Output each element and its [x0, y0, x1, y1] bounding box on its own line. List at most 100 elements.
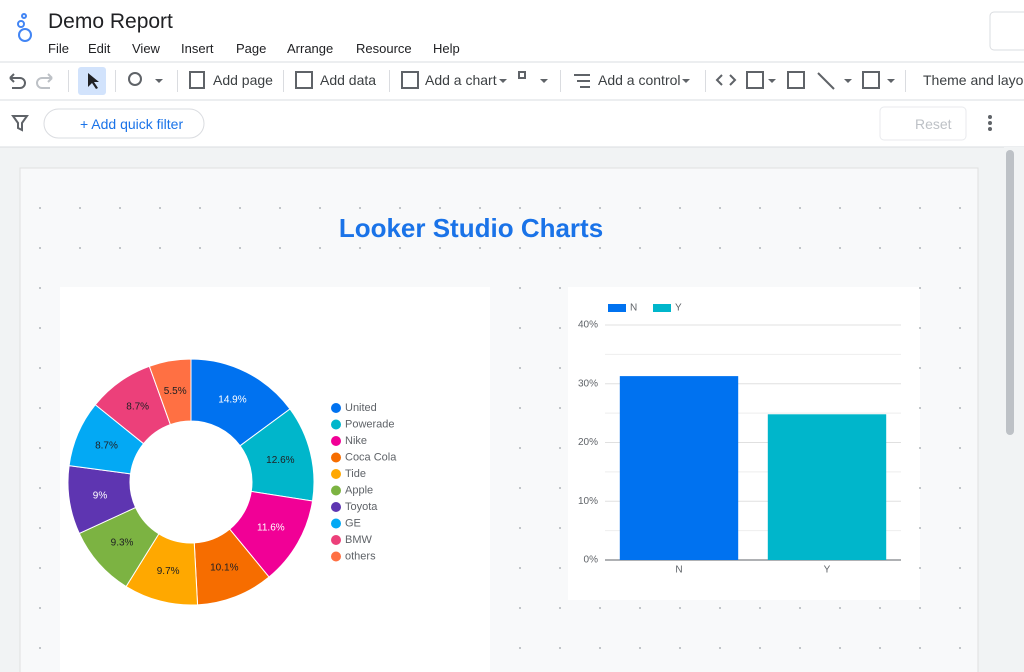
legend-swatch	[331, 436, 341, 446]
reset-button[interactable]	[879, 106, 967, 141]
more-dot[interactable]	[988, 115, 992, 119]
grid-dot	[679, 607, 681, 609]
grid-dot	[519, 487, 521, 489]
grid-dot	[919, 287, 921, 289]
grid-dot	[39, 327, 41, 329]
grid-dot	[839, 647, 841, 649]
image-icon[interactable]	[746, 71, 764, 89]
add-control-icon[interactable]	[574, 74, 590, 88]
zoom-icon[interactable]	[128, 72, 142, 86]
grid-dot	[679, 247, 681, 249]
grid-dot	[959, 447, 961, 449]
dropdown[interactable]	[887, 79, 895, 83]
grid-dot	[679, 647, 681, 649]
grid-dot	[879, 647, 881, 649]
grid-dot	[959, 487, 961, 489]
code-icon[interactable]	[715, 74, 737, 86]
grid-dot	[599, 207, 601, 209]
data-label: 9.3%	[111, 538, 134, 549]
grid-dot	[919, 247, 921, 249]
dropdown[interactable]	[540, 79, 548, 83]
grid-dot	[599, 247, 601, 249]
grid-dot	[919, 607, 921, 609]
grid-dot	[959, 367, 961, 369]
grid-dot	[439, 247, 441, 249]
more-dot[interactable]	[988, 127, 992, 131]
legend-label: Nike	[345, 435, 367, 447]
grid-dot	[959, 327, 961, 329]
filter-icon[interactable]	[11, 115, 29, 132]
redo-icon[interactable]	[36, 73, 53, 89]
undo-top[interactable]	[989, 11, 1024, 51]
scroll-thumb[interactable]	[1006, 150, 1014, 435]
grid-dot	[719, 207, 721, 209]
grid-dot	[159, 207, 161, 209]
undo-icon[interactable]	[9, 73, 26, 89]
toolbar-button[interactable]: Add page	[213, 72, 273, 88]
menu-item[interactable]: Page	[236, 41, 267, 56]
legend-label: Y	[675, 303, 682, 314]
component-icon[interactable]	[518, 71, 526, 79]
dropdown[interactable]	[844, 79, 852, 83]
logo	[17, 13, 32, 42]
menu-item[interactable]: Edit	[88, 41, 111, 56]
legend-label: others	[345, 550, 376, 562]
more-dot[interactable]	[988, 121, 992, 125]
grid-dot	[879, 207, 881, 209]
grid-dot	[919, 567, 921, 569]
y-tick-label: 20%	[578, 437, 598, 448]
shape-icon[interactable]	[862, 71, 880, 89]
grid-dot	[879, 247, 881, 249]
quick-filter-button[interactable]	[43, 108, 205, 139]
menu-item[interactable]: Help	[433, 41, 460, 56]
select-icon[interactable]	[88, 73, 99, 89]
toolbar-button[interactable]: Theme and layout	[923, 72, 1024, 88]
grid-dot	[959, 247, 961, 249]
menu-item[interactable]: File	[48, 41, 69, 56]
grid-dot	[519, 407, 521, 409]
grid-dot	[559, 647, 561, 649]
legend-label: Toyota	[345, 501, 378, 513]
grid-dot	[559, 287, 561, 289]
legend-label: Tide	[345, 468, 366, 480]
toolbar-button[interactable]: Add data	[320, 72, 377, 88]
menu-item[interactable]: Arrange	[287, 41, 334, 56]
quick-filter-label[interactable]: + Add quick filter	[80, 116, 184, 132]
dropdown[interactable]	[682, 79, 690, 83]
toolbar-button[interactable]: Add a chart	[425, 72, 497, 88]
x-tick-label: Y	[824, 565, 831, 576]
data-label: 10.1%	[210, 562, 238, 573]
grid-dot	[599, 607, 601, 609]
grid-dot	[959, 407, 961, 409]
grid-dot	[919, 327, 921, 329]
grid-dot	[519, 207, 521, 209]
grid-dot	[159, 247, 161, 249]
add-chart-icon[interactable]	[401, 71, 419, 89]
line-icon[interactable]	[817, 72, 835, 90]
dropdown[interactable]	[499, 79, 507, 83]
grid-dot	[39, 367, 41, 369]
menu-item[interactable]: Insert	[181, 41, 214, 56]
grid-dot	[559, 247, 561, 249]
grid-dot	[239, 207, 241, 209]
add-page-icon[interactable]	[189, 71, 205, 89]
grid-dot	[199, 207, 201, 209]
text-icon[interactable]	[787, 71, 805, 89]
grid-dot	[79, 247, 81, 249]
grid-dot	[39, 487, 41, 489]
toolbar-button[interactable]: Add a control	[598, 72, 681, 88]
add-data-icon[interactable]	[295, 71, 313, 89]
legend-swatch	[331, 535, 341, 545]
grid-dot	[759, 207, 761, 209]
grid-dot	[759, 247, 761, 249]
data-label: 5.5%	[164, 386, 187, 397]
menu-item[interactable]: View	[132, 41, 160, 56]
legend-label: Apple	[345, 484, 373, 496]
menu-item[interactable]: Resource	[356, 41, 412, 56]
grid-dot	[39, 527, 41, 529]
dropdown[interactable]	[155, 79, 163, 83]
dropdown[interactable]	[768, 79, 776, 83]
reset-label[interactable]: Reset	[915, 116, 952, 132]
grid-dot	[879, 607, 881, 609]
